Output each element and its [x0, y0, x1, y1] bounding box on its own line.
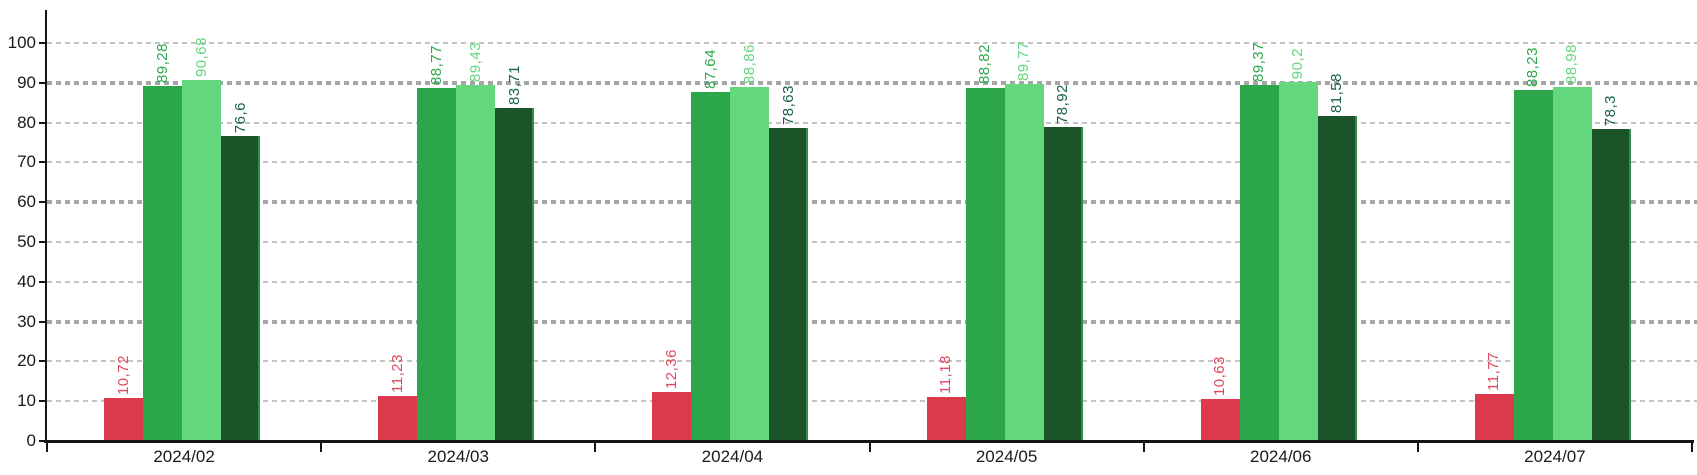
- bar-green-series: [143, 85, 182, 441]
- value-label-red-series: 12,36: [662, 348, 680, 389]
- value-label-light-green-series: 88,98: [1563, 43, 1581, 84]
- y-axis-tick-label: 100: [7, 33, 36, 52]
- value-label-red-series: 11,77: [1485, 352, 1503, 392]
- value-label-green-series: 87,64: [701, 49, 719, 90]
- bar-red-series: [926, 396, 966, 441]
- bar-light-green-series: [456, 85, 496, 441]
- gridline-30: [47, 319, 1697, 324]
- x-axis-label: 2024/06: [1250, 447, 1312, 466]
- y-axis-tick: [39, 81, 47, 84]
- y-axis-tick: [39, 400, 47, 403]
- y-axis-tick: [39, 280, 47, 283]
- bar-red-series: [652, 391, 692, 441]
- gridline-100: [47, 42, 1697, 44]
- bar-red-series: [1474, 394, 1514, 441]
- y-axis-tick: [39, 360, 47, 363]
- y-axis-tick: [39, 42, 47, 44]
- bar-green-series: [965, 87, 1005, 441]
- y-axis-tick: [39, 161, 47, 164]
- bar-green-series: [1513, 89, 1553, 441]
- bar-red-series: [378, 396, 418, 441]
- x-axis-label: 2024/02: [153, 447, 215, 466]
- gridline-80: [47, 121, 1697, 124]
- value-label-light-green-series: 90,68: [192, 37, 210, 78]
- bar-light-green-series: [1004, 83, 1044, 441]
- value-label-dark-green-series: 78,92: [1054, 83, 1071, 124]
- y-axis-tick-label: 10: [17, 391, 36, 411]
- gridline-50: [47, 241, 1697, 243]
- value-label-dark-green-series: 76,6: [231, 101, 249, 134]
- value-label-light-green-series: 89,77: [1015, 40, 1032, 81]
- gridline-90: [47, 80, 1697, 85]
- x-axis-tick: [868, 443, 871, 452]
- value-label-red-series: 11,18: [937, 354, 954, 394]
- y-axis-tick: [39, 201, 47, 204]
- value-label-light-green-series: 90,2: [1289, 47, 1307, 80]
- value-label-green-series: 88,23: [1524, 46, 1542, 87]
- y-axis-tick: [39, 440, 47, 442]
- x-axis-tick: [320, 443, 323, 452]
- value-label-dark-green-series: 78,3: [1602, 95, 1620, 127]
- bar-green-series: [691, 92, 731, 441]
- bar-red-series: [1200, 398, 1240, 441]
- gridline-40: [47, 280, 1697, 283]
- bar-dark-green-series: [1317, 116, 1357, 441]
- value-label-light-green-series: 88,86: [740, 44, 758, 85]
- gridline-10: [47, 400, 1697, 403]
- bar-dark-green-series: [769, 128, 809, 441]
- x-axis-tick: [1691, 443, 1693, 452]
- value-label-green-series: 89,37: [1250, 42, 1268, 83]
- x-axis-tick: [46, 443, 48, 452]
- value-label-green-series: 88,77: [427, 44, 445, 85]
- y-axis-tick-label: 60: [17, 192, 36, 212]
- bar-red-series: [104, 398, 143, 441]
- value-label-red-series: 10,72: [114, 355, 132, 396]
- x-axis-tick: [1416, 443, 1419, 452]
- y-axis-tick-label: 90: [17, 72, 36, 92]
- x-axis-label: 2024/03: [427, 447, 489, 466]
- value-label-dark-green-series: 83,71: [505, 64, 523, 105]
- y-axis-tick: [39, 320, 47, 323]
- bar-light-green-series: [1552, 86, 1592, 441]
- y-axis-tick-label: 40: [17, 271, 36, 291]
- value-label-red-series: 11,23: [388, 354, 406, 394]
- value-label-green-series: 89,28: [153, 42, 171, 83]
- value-label-red-series: 10,63: [1211, 355, 1229, 396]
- y-axis-tick: [39, 241, 47, 243]
- y-axis-tick: [39, 121, 47, 124]
- value-label-light-green-series: 89,43: [466, 42, 484, 83]
- y-axis-line: [45, 10, 47, 443]
- bar-green-series: [417, 87, 457, 441]
- y-axis-tick-label: 70: [17, 152, 36, 172]
- x-axis-tick: [1142, 443, 1145, 452]
- bar-green-series: [1239, 85, 1279, 441]
- y-axis-tick-label: 20: [17, 351, 36, 371]
- value-label-green-series: 88,82: [976, 44, 993, 85]
- bar-dark-green-series: [1043, 126, 1083, 441]
- gridline-60: [47, 200, 1697, 205]
- y-axis-tick-label: 0: [26, 431, 36, 450]
- bar-light-green-series: [182, 80, 221, 441]
- x-axis-label: 2024/04: [701, 447, 764, 466]
- bar-light-green-series: [1278, 82, 1318, 441]
- bar-dark-green-series: [1591, 129, 1631, 441]
- gridline-20: [47, 360, 1697, 363]
- y-axis-tick-label: 50: [17, 232, 36, 251]
- value-label-dark-green-series: 81,58: [1328, 73, 1346, 114]
- bar-dark-green-series: [221, 136, 260, 441]
- x-axis-line: [44, 440, 1694, 443]
- gridline-70: [47, 161, 1697, 164]
- x-axis-label: 2024/05: [975, 447, 1038, 466]
- value-label-dark-green-series: 78,63: [779, 85, 797, 126]
- x-axis-label: 2024/07: [1524, 447, 1586, 466]
- bar-dark-green-series: [495, 107, 535, 441]
- y-axis-tick-label: 30: [17, 311, 36, 331]
- x-axis-tick: [594, 443, 597, 452]
- y-axis-tick-label: 80: [17, 112, 36, 132]
- bar-light-green-series: [730, 87, 770, 441]
